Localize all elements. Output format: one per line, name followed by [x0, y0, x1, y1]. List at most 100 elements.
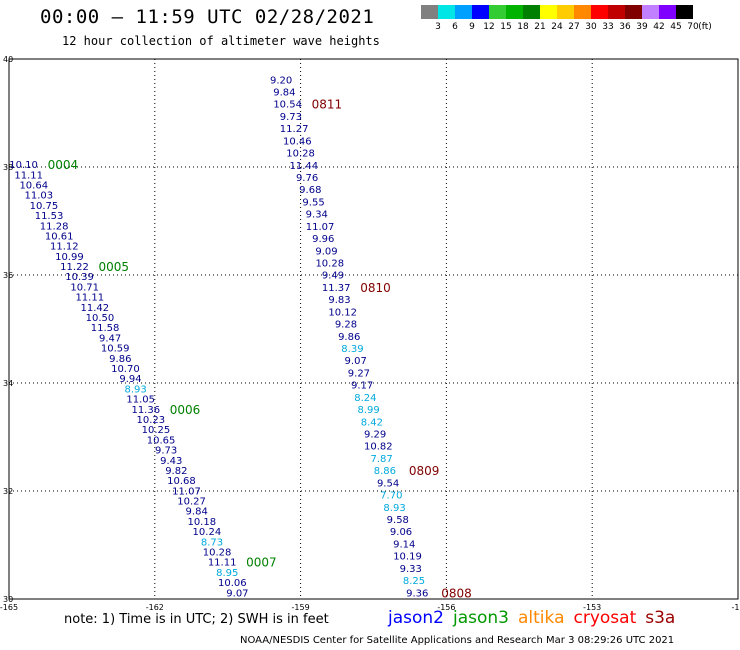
wave-height-label: 8.95: [216, 568, 238, 579]
wave-height-label: 10.25: [142, 425, 171, 436]
colorbar-label: 3: [435, 22, 441, 32]
legend-item: cryosat: [573, 608, 637, 628]
wave-height-label: 9.27: [348, 368, 370, 379]
colorbar-swatch: [608, 5, 625, 19]
satellite-legend: jason2 jason3 altika cryosat s3a: [388, 608, 684, 628]
wave-height-label: 10.65: [147, 435, 176, 446]
wave-height-label: 10.12: [328, 307, 357, 318]
wave-height-label: 9.34: [306, 210, 328, 221]
y-tick-label: 36: [3, 271, 13, 280]
pass-time-label: 0006: [170, 403, 201, 417]
wave-height-label: 9.07: [345, 356, 367, 367]
wave-height-label: 10.82: [364, 442, 393, 453]
x-tick-label: -165: [0, 603, 18, 612]
wave-height-label: 9.54: [377, 478, 399, 489]
wave-height-label: 10.24: [193, 527, 222, 538]
wave-height-label: 9.17: [351, 381, 373, 392]
x-tick-label: -162: [146, 603, 164, 612]
wave-height-label: 9.58: [387, 515, 409, 526]
wave-height-label: 10.28: [203, 548, 232, 559]
wave-height-label: 9.47: [99, 333, 121, 344]
wave-height-label: 9.76: [296, 173, 318, 184]
colorbar-swatch: [489, 5, 506, 19]
wave-height-label: 9.68: [299, 185, 321, 196]
x-tick-label: -15: [731, 603, 740, 612]
wave-height-label: 10.19: [393, 552, 422, 563]
colorbar-swatch: [438, 5, 455, 19]
colorbar-label: 42: [653, 22, 665, 32]
colorbar-swatch: [506, 5, 523, 19]
wave-height-label: 11.22: [60, 262, 89, 273]
wave-height-label: 9.96: [312, 234, 334, 245]
wave-height-label: 11.11: [14, 170, 43, 181]
wave-height-label: 8.42: [361, 417, 383, 428]
wave-height-label: 9.28: [335, 320, 357, 331]
wave-height-label: 10.06: [218, 578, 247, 589]
legend-item: altika: [518, 608, 565, 628]
wave-height-label: 11.44: [290, 161, 319, 172]
wave-height-label: 10.23: [137, 415, 166, 426]
wave-height-label: 10.46: [283, 136, 312, 147]
y-tick-label: 34: [3, 379, 13, 388]
colorbar-unit: (ft): [698, 22, 712, 32]
wave-height-label: 10.99: [55, 252, 84, 263]
colorbar-swatch: [642, 5, 659, 19]
wave-height-label: 9.29: [364, 430, 386, 441]
wave-height-label: 9.86: [109, 354, 131, 365]
wave-height-label: 10.59: [101, 344, 130, 355]
wave-height-label: 10.18: [187, 517, 216, 528]
colorbar-swatch: [625, 5, 642, 19]
y-tick-label: 38: [3, 163, 13, 172]
wave-height-label: 9.86: [338, 332, 360, 343]
wave-height-label: 10.70: [111, 364, 140, 375]
wave-height-label: 11.12: [50, 242, 79, 253]
y-tick-label: 32: [3, 487, 13, 496]
colorbar-swatch: [591, 5, 608, 19]
wave-height-label: 9.94: [119, 374, 141, 385]
colorbar-swatch: [540, 5, 557, 19]
colorbar-label: 9: [469, 22, 475, 32]
x-tick-label: -159: [292, 603, 310, 612]
wave-height-label: 9.14: [393, 539, 415, 550]
wave-height-label: 11.11: [75, 293, 104, 304]
wave-height-label: 9.84: [273, 88, 295, 99]
wave-height-label: 11.03: [25, 191, 54, 202]
map-frame: [8, 58, 739, 600]
pass-time-label: 0808: [441, 586, 472, 600]
wave-height-label: 11.42: [81, 303, 110, 314]
wave-height-label: 7.70: [380, 491, 402, 502]
wave-height-label: 11.05: [126, 395, 155, 406]
wave-height-label: 9.55: [302, 197, 324, 208]
colorbar: [421, 5, 693, 19]
colorbar-swatch: [557, 5, 574, 19]
wave-height-label: 11.37: [322, 283, 351, 294]
wave-height-label: 9.36: [406, 588, 428, 599]
wave-height-label: 11.11: [208, 558, 237, 569]
colorbar-label: 30: [585, 22, 597, 32]
wave-height-label: 10.10: [9, 160, 38, 171]
axis-ticks: -165 -162 -159 -156 -153 -15 40 38 36 34 32 30: [0, 55, 740, 612]
wave-height-label: 10.54: [273, 100, 302, 111]
wave-height-label: 9.83: [328, 295, 350, 306]
wave-height-label: 10.68: [167, 476, 196, 487]
wave-height-label: 11.53: [35, 211, 64, 222]
pass-time-label: 0007: [246, 556, 277, 570]
wave-height-label: 8.93: [383, 503, 405, 514]
wave-height-label: 8.99: [358, 405, 380, 416]
colorbar-label: 27: [568, 22, 580, 32]
wave-height-label: 11.36: [131, 405, 160, 416]
wave-height-label: 11.07: [172, 486, 201, 497]
wave-height-label: 8.24: [354, 393, 376, 404]
y-tick-label: 40: [3, 55, 13, 64]
wave-height-label: 9.09: [315, 246, 337, 257]
wave-height-label: 11.07: [306, 222, 335, 233]
wave-height-label: 9.20: [270, 75, 292, 86]
colorbar-swatch: [455, 5, 472, 19]
colorbar-label: 6: [452, 22, 458, 32]
pass-time-label: 0810: [360, 281, 391, 295]
wave-height-label: 8.73: [201, 537, 223, 548]
colorbar-label: 70: [687, 22, 699, 32]
wave-height-label: 10.28: [286, 149, 315, 160]
chart-subtitle: 12 hour collection of altimeter wave hei…: [62, 34, 380, 48]
wave-height-label: 9.49: [322, 271, 344, 282]
